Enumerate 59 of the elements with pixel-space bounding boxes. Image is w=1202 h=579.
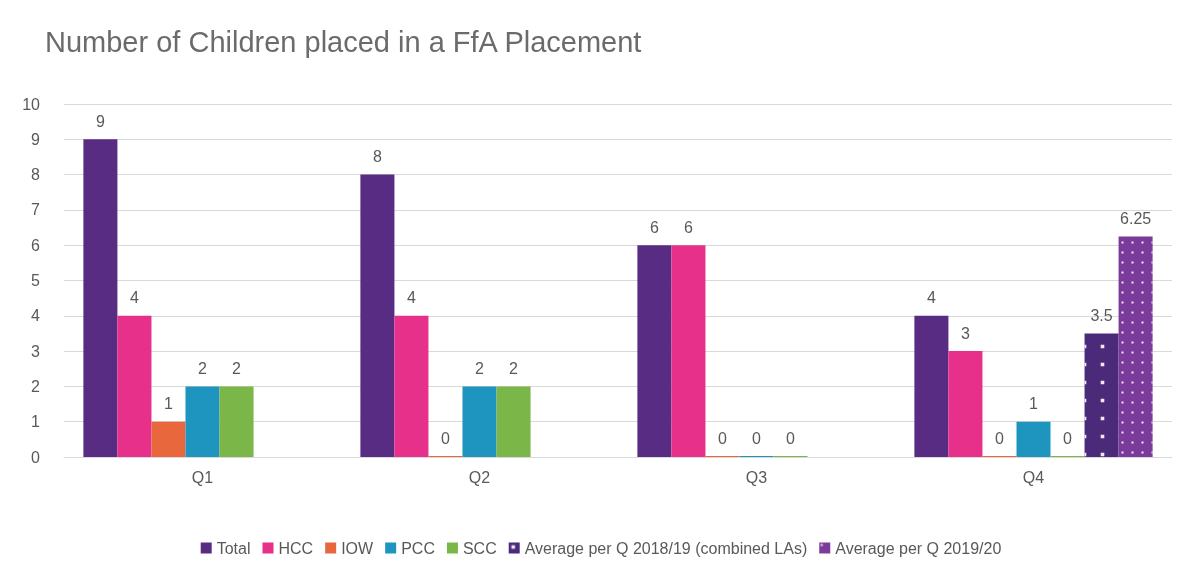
bar [83, 139, 118, 457]
data-label: 4 [406, 289, 416, 307]
chart-title: Number of Children placed in a FfA Placement [45, 25, 642, 58]
data-label: 2 [198, 359, 208, 377]
legend-label: HCC [278, 539, 314, 557]
data-label: 2 [232, 359, 242, 377]
y-tick-label: 8 [31, 166, 41, 184]
data-label: 9 [95, 112, 105, 130]
data-label: 6 [649, 218, 659, 236]
data-label: 0 [995, 429, 1005, 447]
legend-label: Total [216, 539, 251, 557]
y-tick-label: 6 [31, 236, 41, 254]
x-tick-label: Q1 [191, 468, 214, 486]
y-tick-label: 2 [31, 377, 41, 395]
bar [185, 386, 220, 457]
x-tick-label: Q4 [1022, 468, 1045, 486]
bar [671, 245, 706, 457]
data-label: 3 [960, 324, 970, 342]
bar [462, 386, 497, 457]
bar [948, 351, 983, 457]
bar [151, 421, 186, 457]
data-label: 1 [1029, 395, 1039, 413]
data-label: 4 [129, 289, 139, 307]
y-tick-label: 9 [31, 130, 41, 148]
bar [394, 315, 429, 457]
legend-label: Average per Q 2018/19 (combined LAs) [524, 539, 808, 557]
data-label: 6 [683, 218, 693, 236]
x-tick-label: Q2 [468, 468, 491, 486]
bar [914, 315, 949, 457]
data-label: 4 [926, 289, 936, 307]
data-label: 0 [718, 429, 728, 447]
bar [496, 386, 531, 457]
legend-label: IOW [341, 539, 375, 557]
y-tick-label: 3 [31, 342, 41, 360]
y-tick-label: 5 [31, 272, 41, 289]
data-label: 1 [164, 395, 174, 413]
data-label: 2 [475, 359, 485, 377]
y-tick-label: 0 [31, 448, 41, 466]
data-label: 2 [509, 359, 519, 377]
data-label: 0 [786, 429, 796, 447]
y-tick-label: 4 [31, 307, 41, 325]
bar [117, 315, 152, 457]
data-label: 6.25 [1120, 209, 1152, 227]
data-label: 0 [441, 429, 451, 447]
y-tick-label: 1 [31, 413, 41, 431]
bar [219, 386, 254, 457]
bar [637, 245, 672, 457]
bar [1016, 421, 1051, 457]
y-tick-label: 10 [22, 95, 41, 113]
data-label: 8 [372, 148, 382, 166]
data-label: 0 [1063, 429, 1073, 447]
data-label: 0 [752, 429, 762, 447]
legend-label: PCC [401, 539, 435, 557]
legend-label: Average per Q 2019/20 [835, 539, 1002, 557]
legend-label: SCC [462, 539, 497, 557]
x-tick-label: Q3 [745, 468, 768, 486]
bar [360, 174, 395, 457]
y-tick-label: 7 [31, 201, 41, 219]
data-label: 3.5 [1090, 306, 1113, 324]
